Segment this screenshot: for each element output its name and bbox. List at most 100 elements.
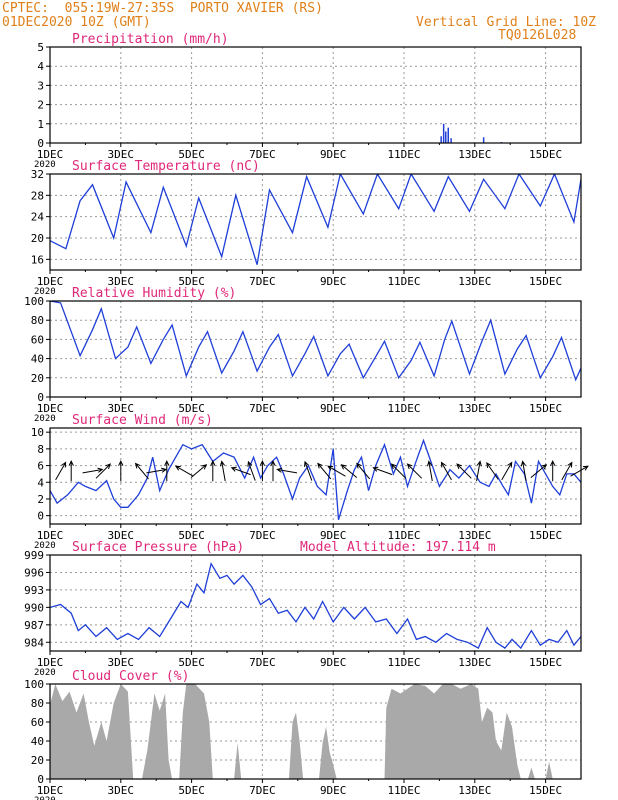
panel-annotation: Model Altitude: 197.114 m	[300, 540, 496, 555]
x-tick-label: 15DEC	[529, 275, 562, 288]
series-line	[50, 562, 581, 650]
y-tick-label: 80	[31, 314, 44, 327]
x-tick-label: 15DEC	[529, 402, 562, 415]
y-tick-label: 10	[31, 426, 44, 439]
wind-arrow	[440, 461, 452, 481]
wind-arrow	[530, 464, 548, 478]
y-tick-label: 32	[31, 168, 44, 181]
wind-arrow	[570, 465, 589, 477]
panel-title: Relative Humidity (%)	[72, 286, 236, 301]
y-tick-label: 40	[31, 353, 44, 366]
x-tick-label: 7DEC	[249, 402, 276, 415]
wind-arrow	[270, 460, 276, 482]
wind-arrow	[174, 465, 194, 477]
y-tick-label: 0	[37, 137, 44, 150]
x-tick-label: 15DEC	[529, 784, 562, 797]
station-header: CPTEC: 055:19W-27:35S PORTO XAVIER (RS)	[2, 1, 323, 16]
y-tick-label: 28	[31, 189, 44, 202]
wind-arrow	[476, 460, 482, 482]
y-tick-label: 1	[37, 118, 44, 131]
y-tick-label: 984	[24, 636, 44, 649]
wind-arrow	[317, 462, 332, 480]
wind-arrow	[501, 461, 513, 481]
x-tick-label: 11DEC	[387, 275, 420, 288]
cloud-cover-area	[50, 684, 581, 779]
x-tick-label: 7DEC	[249, 656, 276, 669]
series-line	[50, 301, 581, 382]
y-tick-label: 3	[37, 79, 44, 92]
x-tick-label: 11DEC	[387, 529, 420, 542]
x-tick-label: 9DEC	[320, 656, 347, 669]
y-tick-label: 999	[24, 549, 44, 562]
wind-arrow	[164, 460, 170, 482]
wind-arrow	[327, 465, 346, 477]
x-tick-label: 7DEC	[249, 784, 276, 797]
series-line	[50, 174, 581, 265]
wind-arrow	[340, 464, 358, 478]
x-tick-label: 11DEC	[387, 784, 420, 797]
x-tick-label: 3DEC	[108, 275, 135, 288]
panel-0	[46, 46, 582, 147]
y-tick-label: 100	[24, 678, 44, 691]
model-code: TQ0126L028	[498, 28, 577, 43]
y-tick-label: 80	[31, 697, 44, 710]
x-tick-label: 3DEC	[108, 784, 135, 797]
x-tick-label: 7DEC	[249, 148, 276, 161]
panel-title: Precipitation (mm/h)	[72, 32, 229, 47]
x-tick-label: 9DEC	[320, 148, 347, 161]
plot-area	[50, 428, 581, 524]
x-tick-label: 11DEC	[387, 148, 420, 161]
wind-arrow	[247, 460, 256, 481]
wind-arrow	[356, 462, 371, 480]
y-tick-label: 0	[37, 391, 44, 404]
wind-arrow	[390, 463, 407, 479]
panel-3	[46, 427, 589, 528]
plot-frame	[49, 427, 582, 525]
y-tick-label: 5	[37, 41, 44, 54]
x-tick-label: 1DEC	[37, 402, 64, 415]
wind-arrow	[456, 463, 472, 479]
y-tick-label: 987	[24, 619, 44, 632]
wind-arrow	[427, 460, 433, 482]
x-tick-label: 11DEC	[387, 402, 420, 415]
panel-title: Surface Pressure (hPa)	[72, 540, 244, 555]
panel-2	[46, 300, 582, 401]
x-tick-label: 9DEC	[320, 784, 347, 797]
x-tick-year: 2020	[34, 541, 56, 551]
wind-arrow	[118, 460, 124, 482]
wind-arrow	[134, 462, 149, 480]
y-tick-label: 20	[31, 754, 44, 767]
y-tick-label: 996	[24, 566, 44, 579]
wind-arrow	[55, 461, 67, 481]
plot-frame	[49, 300, 582, 398]
x-tick-label: 9DEC	[320, 529, 347, 542]
plot-area	[50, 47, 581, 143]
y-tick-label: 40	[31, 735, 44, 748]
x-tick-label: 7DEC	[249, 529, 276, 542]
y-tick-label: 24	[31, 211, 45, 224]
y-tick-label: 20	[31, 232, 44, 245]
wind-arrow	[259, 460, 266, 482]
y-tick-label: 16	[31, 253, 44, 266]
x-tick-label: 15DEC	[529, 656, 562, 669]
wind-arrow	[210, 460, 216, 482]
x-tick-label: 5DEC	[178, 529, 205, 542]
x-tick-label: 3DEC	[108, 402, 135, 415]
wind-arrow	[304, 460, 313, 481]
run-datetime: 01DEC2020 10Z (GMT)	[2, 15, 151, 30]
wind-arrow	[486, 462, 499, 480]
wind-arrow	[68, 460, 74, 482]
panel-5	[46, 683, 582, 783]
y-tick-label: 0	[37, 510, 44, 523]
y-tick-label: 4	[37, 476, 44, 489]
y-tick-label: 6	[37, 460, 44, 473]
y-tick-label: 8	[37, 443, 44, 456]
wind-arrow	[561, 461, 573, 481]
wind-arrow	[520, 460, 527, 482]
x-tick-label: 5DEC	[178, 656, 205, 669]
panel-1	[46, 173, 582, 274]
y-tick-label: 993	[24, 584, 44, 597]
panel-title: Surface Temperature (nC)	[72, 159, 260, 174]
x-tick-label: 5DEC	[178, 148, 205, 161]
